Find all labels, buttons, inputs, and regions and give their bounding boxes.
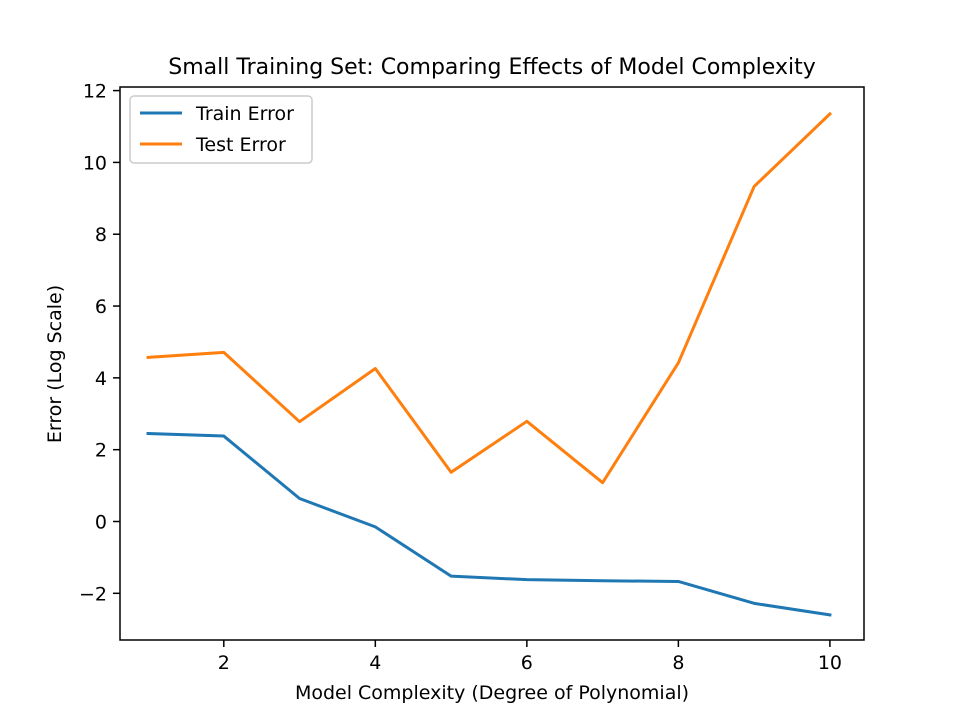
x-tick-label: 8 xyxy=(672,652,684,674)
y-axis-label: Error (Log Scale) xyxy=(44,285,66,443)
series-line-1 xyxy=(146,431,832,617)
y-tick-label: 12 xyxy=(83,81,107,103)
x-tick-label: 4 xyxy=(369,652,381,674)
x-tick-label: 2 xyxy=(218,652,230,674)
y-tick-label: 4 xyxy=(95,368,107,390)
y-tick-label: 2 xyxy=(95,440,107,462)
y-tick-label: −2 xyxy=(79,583,107,605)
x-tick-label: 10 xyxy=(818,652,842,674)
legend-label-2: Test Error xyxy=(195,134,286,156)
x-tick-label: 6 xyxy=(521,652,533,674)
legend-label-1: Train Error xyxy=(195,103,294,125)
plot-area: 2 4 6 8 10 −2 0 2 4 6 8 10 12 Train Error Test Error xyxy=(79,81,865,674)
series-line-2 xyxy=(146,111,833,485)
x-axis-label: Model Complexity (Degree of Polynomial) xyxy=(295,682,689,704)
y-tick-label: 6 xyxy=(95,296,107,318)
axes-frame xyxy=(119,86,865,641)
y-tick-label: 8 xyxy=(95,224,107,246)
y-tick-label: 10 xyxy=(83,152,107,174)
y-tick-label: 0 xyxy=(95,512,107,534)
chart-title: Small Training Set: Comparing Effects of… xyxy=(168,55,815,80)
